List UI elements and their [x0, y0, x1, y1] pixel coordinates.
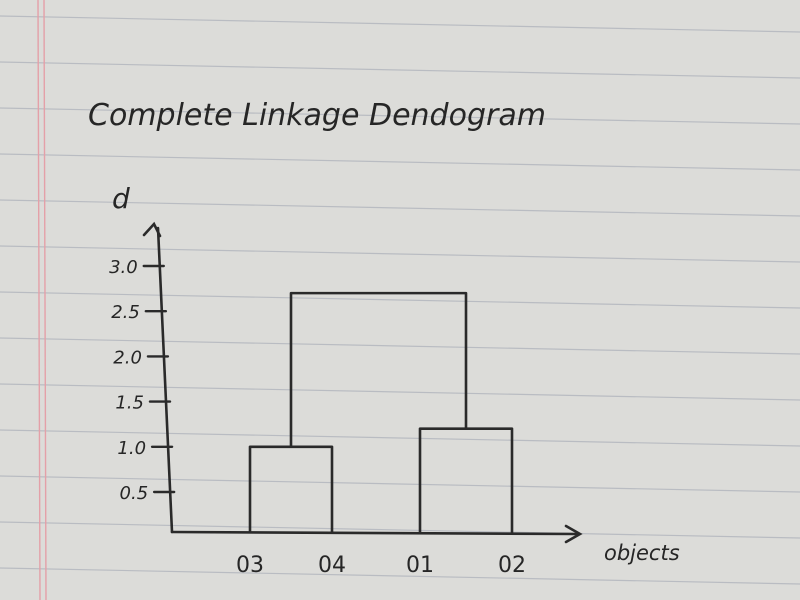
ruled-line [0, 61, 800, 79]
ruled-line [0, 15, 800, 33]
ruled-line [0, 521, 800, 539]
margin-line-inner [43, 0, 47, 600]
margin-line [37, 0, 41, 600]
leaf-label: 02 [498, 553, 526, 578]
y-axis-label: d [112, 182, 130, 215]
ruled-line [0, 567, 800, 585]
x-axis [170, 530, 580, 536]
leaf-label: 04 [318, 553, 346, 578]
ruled-line [0, 199, 800, 217]
y-tick-label: 1.5 [115, 393, 144, 414]
y-axis [156, 226, 174, 534]
ruled-lines [0, 15, 800, 585]
ruled-line [0, 337, 800, 355]
x-axis-label: objects [604, 541, 680, 565]
y-tick-label: 3.0 [109, 257, 138, 278]
y-axis-arrow [142, 221, 162, 238]
dendrogram-links [248, 291, 514, 533]
leaf-labels: 03 04 01 02 [236, 553, 526, 578]
leaf-label: 01 [406, 553, 434, 578]
dendrogram-link [289, 291, 468, 447]
axes [142, 221, 583, 544]
y-ticks: 3.0 2.5 2.0 1.5 1.0 0.5 [109, 257, 176, 504]
ruled-line [0, 107, 800, 125]
ruled-line [0, 475, 800, 493]
y-tick-label: 1.0 [117, 438, 146, 459]
diagram-title: Complete Linkage Dendogram [88, 98, 546, 133]
ruled-line [0, 245, 800, 263]
y-tick-label: 2.0 [113, 347, 142, 368]
y-tick-label: 0.5 [120, 483, 149, 504]
leaf-label: 03 [236, 553, 264, 578]
ruled-line [0, 429, 800, 447]
ruled-line [0, 153, 800, 171]
ruled-line [0, 291, 800, 309]
y-tick-label: 2.5 [111, 302, 140, 323]
ruled-line [0, 383, 800, 401]
x-axis-arrow [564, 524, 583, 544]
